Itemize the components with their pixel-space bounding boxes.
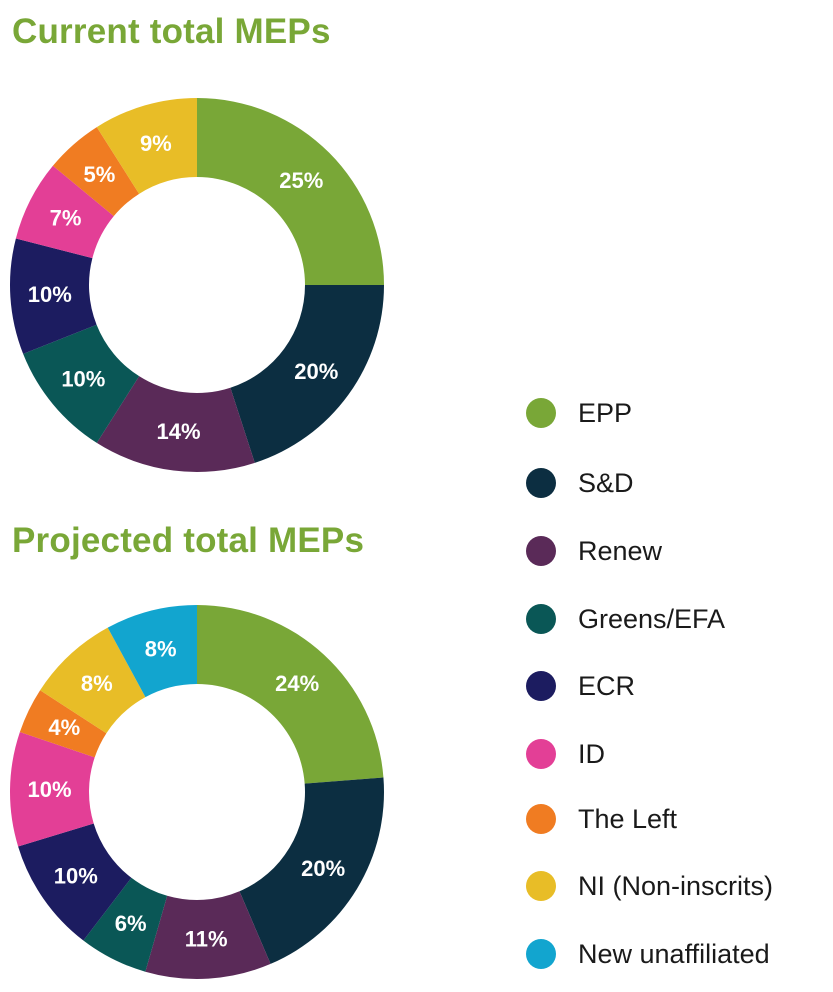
- projected-slice-ni-non-inscrits: [40, 627, 146, 734]
- legend-label-ni-non-inscrits: NI (Non-inscrits): [578, 870, 774, 901]
- legend-swatch-renew: [526, 536, 556, 566]
- current-slice-label-the-left: 5%: [84, 162, 116, 187]
- legend-swatch-s-d: [526, 468, 556, 498]
- legend-item-greens-efa: Greens/EFA: [526, 602, 725, 636]
- current-slice-greens-efa: [23, 324, 140, 443]
- legend-label-epp: EPP: [578, 397, 633, 428]
- legend-label-s-d: S&D: [578, 467, 634, 498]
- projected-slice-id: [9, 732, 95, 847]
- legend-swatch-greens-efa: [526, 604, 556, 634]
- legend-item-epp: EPP: [526, 396, 632, 430]
- current-slice-label-id: 7%: [50, 206, 82, 231]
- projected-slice-label-the-left: 4%: [48, 715, 80, 740]
- legend-label-renew: Renew: [578, 535, 663, 566]
- legend-swatch-id: [526, 739, 556, 769]
- projected-slice-label-s-d: 20%: [301, 856, 345, 881]
- legend-swatch-new-unaffiliated: [526, 939, 556, 969]
- projected-slice-s-d: [239, 777, 385, 964]
- legend-swatch-epp: [526, 398, 556, 428]
- current-slice-the-left: [52, 127, 140, 217]
- projected-slice-label-renew: 11%: [185, 927, 228, 952]
- projected-slice-greens-efa: [83, 877, 168, 972]
- legend-item-ni-non-inscrits: NI (Non-inscrits): [526, 869, 773, 903]
- legend-item-ecr: ECR: [526, 669, 635, 703]
- legend-label-id: ID: [578, 738, 605, 769]
- projected-slice-label-epp: 24%: [275, 671, 319, 696]
- projected-slice-label-ecr: 10%: [54, 864, 98, 889]
- projected-slice-label-id: 10%: [27, 777, 71, 802]
- current-slice-label-s-d: 20%: [294, 359, 338, 384]
- projected-slice-label-new-unaffiliated: 8%: [145, 637, 177, 662]
- projected-slice-epp: [197, 605, 384, 784]
- projected-slice-label-greens-efa: 6%: [115, 911, 147, 936]
- current-slice-label-ni-non-inscrits: 9%: [140, 131, 172, 156]
- legend-item-s-d: S&D: [526, 466, 634, 500]
- legend-swatch-ni-non-inscrits: [526, 871, 556, 901]
- projected-donut-chart: 24%20%11%6%10%10%4%8%8%: [9, 605, 385, 979]
- projected-slice-label-ni-non-inscrits: 8%: [81, 671, 113, 696]
- legend-item-the-left: The Left: [526, 802, 677, 836]
- legend-item-id: ID: [526, 737, 605, 771]
- current-slice-label-renew: 14%: [156, 419, 200, 444]
- current-slice-epp: [197, 98, 384, 285]
- current-slice-s-d: [230, 285, 384, 463]
- projected-slice-ecr: [18, 823, 132, 941]
- current-slice-label-epp: 25%: [279, 168, 323, 193]
- projected-slice-the-left: [19, 690, 107, 758]
- projected-slice-renew: [145, 891, 271, 979]
- current-donut-chart: 25% 20% 14% 10% 10% 7%5% 9%: [9, 98, 384, 472]
- legend-swatch-the-left: [526, 804, 556, 834]
- legend-item-renew: Renew: [526, 534, 662, 568]
- legend-label-ecr: ECR: [578, 670, 636, 701]
- legend-label-the-left: The Left: [578, 803, 678, 834]
- current-slice-ecr: [9, 238, 97, 354]
- current-slice-label-ecr: 10%: [28, 282, 72, 307]
- legend-item-new-unaffiliated: New unaffiliated: [526, 937, 770, 971]
- legend-swatch-ecr: [526, 671, 556, 701]
- legend-label-new-unaffiliated: New unaffiliated: [578, 938, 770, 969]
- current-chart-title: Current total MEPs: [12, 12, 331, 51]
- current-slice-renew: [96, 376, 255, 472]
- projected-chart-title: Projected total MEPs: [12, 521, 365, 560]
- projected-slice-new-unaffiliated: [107, 605, 197, 698]
- current-slice-id: [15, 165, 114, 259]
- current-slice-label-greens-efa: 10%: [61, 367, 105, 392]
- legend-label-greens-efa: Greens/EFA: [578, 603, 726, 634]
- current-slice-ni-non-inscrits: [96, 98, 197, 194]
